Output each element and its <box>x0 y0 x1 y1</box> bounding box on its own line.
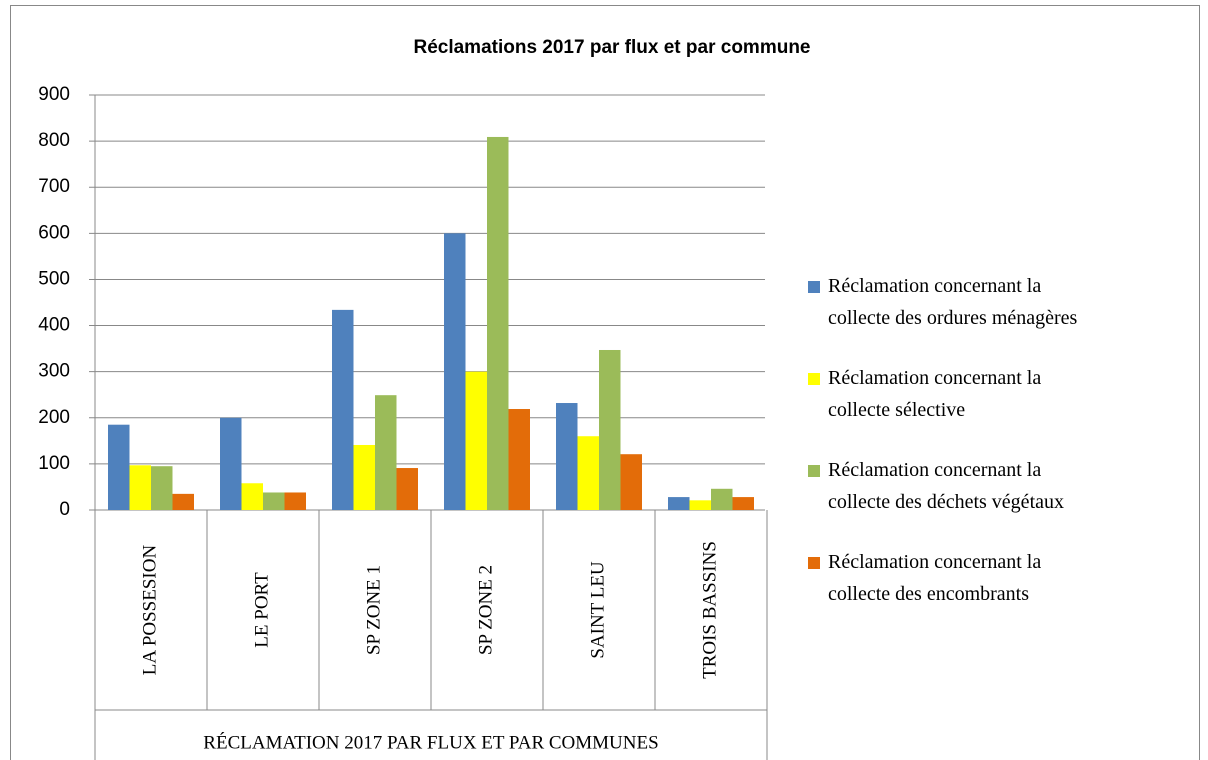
x-tick-label: SAINT LEU <box>587 561 608 659</box>
bar <box>284 492 306 510</box>
x-tick-label: SP ZONE 2 <box>475 565 496 655</box>
bar <box>332 309 354 510</box>
bar <box>353 444 375 510</box>
bar <box>689 500 711 510</box>
bar <box>487 136 509 510</box>
y-tick-label: 900 <box>38 84 70 105</box>
bar <box>599 349 621 510</box>
y-tick-label: 600 <box>38 222 70 243</box>
bar <box>444 233 466 511</box>
x-tick-label: SP ZONE 1 <box>363 565 384 655</box>
bar <box>732 497 754 510</box>
legend-swatch <box>808 281 820 293</box>
legend-label: Réclamation concernant la collecte des d… <box>828 459 1064 513</box>
legend-label: Réclamation concernant la collecte des o… <box>828 275 1078 329</box>
bar <box>577 436 599 510</box>
bar <box>108 424 130 510</box>
bar <box>172 493 194 510</box>
legend-swatch <box>808 465 820 477</box>
y-tick-label: 100 <box>38 453 70 474</box>
x-tick-label: LE PORT <box>251 572 272 648</box>
bar <box>508 409 530 510</box>
chart-title: Réclamations 2017 par flux et par commun… <box>413 37 810 58</box>
y-tick-label: 800 <box>38 130 70 151</box>
bar <box>465 371 487 510</box>
bar <box>263 492 285 510</box>
y-tick-label: 200 <box>38 407 70 428</box>
bar <box>241 483 263 510</box>
x-axis-title: RÉCLAMATION 2017 PAR FLUX ET PAR COMMUNE… <box>203 731 658 753</box>
bar <box>556 403 578 510</box>
legend-swatch <box>808 557 820 569</box>
bar <box>668 497 690 510</box>
legend-label: Réclamation concernant la collecte des e… <box>828 551 1046 605</box>
y-tick-label: 300 <box>38 361 70 382</box>
legend-label: Réclamation concernant la collecte sélec… <box>828 367 1046 421</box>
bar <box>151 466 173 510</box>
y-tick-label: 700 <box>38 176 70 197</box>
bar <box>620 454 642 510</box>
y-tick-label: 500 <box>38 268 70 289</box>
y-tick-label: 400 <box>38 315 70 336</box>
bar <box>375 395 397 510</box>
x-tick-label: TROIS BASSINS <box>699 541 720 679</box>
legend-swatch <box>808 373 820 385</box>
chart-border <box>10 5 1200 760</box>
bar <box>711 488 733 510</box>
x-tick-label: LA POSSESION <box>139 545 160 676</box>
bar <box>396 468 418 510</box>
bar <box>220 417 242 510</box>
bar <box>129 465 151 510</box>
y-tick-label: 0 <box>59 499 70 520</box>
